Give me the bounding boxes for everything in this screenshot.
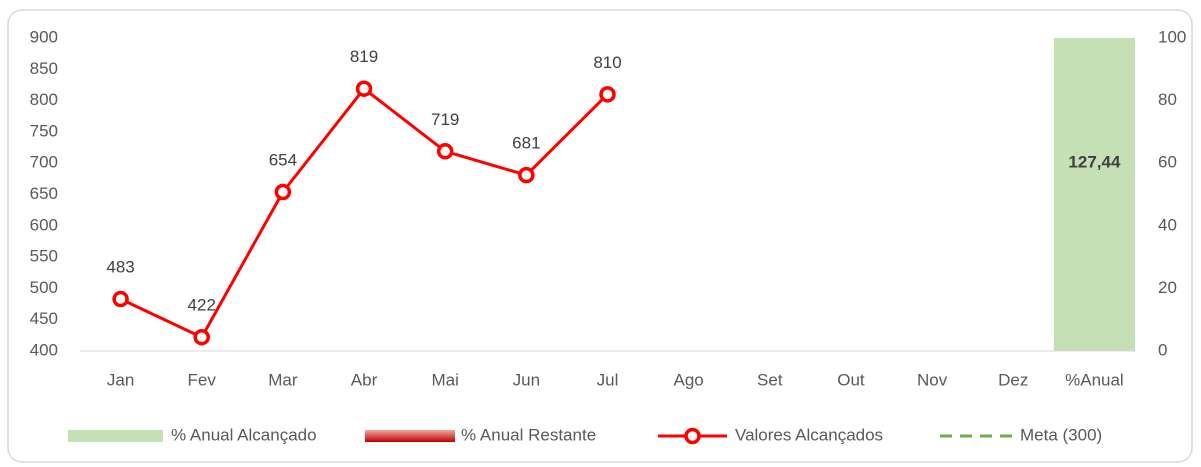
- y-tick-label: 850: [30, 59, 58, 78]
- marker: [112, 290, 129, 308]
- y-tick-label: 700: [30, 153, 58, 172]
- x-tick-label: Ago: [674, 370, 704, 389]
- y2-tick-label: 20: [1158, 278, 1177, 297]
- data-label: 719: [431, 110, 459, 129]
- x-tick-label: Fev: [188, 370, 217, 389]
- x-tick-label: Out: [837, 370, 865, 389]
- y2-tick-label: 100: [1158, 27, 1186, 46]
- y2-tick-label: 40: [1158, 215, 1177, 234]
- chart-border: [7, 9, 1193, 463]
- marker: [599, 86, 616, 103]
- x-tick-label: Dez: [998, 370, 1028, 389]
- legend-marker: [684, 427, 701, 445]
- legend-swatch: [365, 430, 455, 442]
- y-tick-label: 650: [30, 184, 58, 203]
- marker: [193, 328, 210, 346]
- legend-swatch: [68, 430, 163, 442]
- y2-tick-label: 80: [1158, 90, 1177, 109]
- y2-tick-label: 60: [1158, 153, 1177, 172]
- y-tick-label: 550: [30, 247, 58, 266]
- x-tick-label: Abr: [351, 370, 378, 389]
- y-tick-label: 400: [30, 340, 58, 359]
- y-tick-label: 600: [30, 215, 58, 234]
- x-tick-label: Mar: [268, 370, 298, 389]
- data-label: 483: [106, 258, 134, 277]
- y-tick-label: 450: [30, 309, 58, 328]
- data-label: 819: [350, 47, 378, 66]
- marker: [274, 183, 292, 201]
- y-tick-label: 750: [30, 121, 58, 140]
- x-tick-label: Nov: [917, 370, 948, 389]
- bar: [1053, 38, 1135, 352]
- marker: [518, 166, 535, 184]
- legend-label: % Anual Alcançado: [171, 425, 317, 444]
- legend-label: Meta (300): [1020, 425, 1102, 444]
- data-label: 810: [593, 53, 621, 72]
- x-tick-label: Jul: [597, 370, 619, 389]
- marker: [355, 80, 373, 97]
- y-tick-label: 800: [30, 90, 58, 109]
- data-label: 422: [188, 296, 216, 315]
- data-label: 681: [512, 134, 540, 153]
- marker: [436, 143, 454, 160]
- y-tick-label: 900: [30, 27, 58, 46]
- data-label: 127,44: [1068, 152, 1121, 171]
- legend-label: % Anual Restante: [461, 425, 596, 444]
- x-tick-label: Jun: [513, 370, 540, 389]
- x-tick-label: Mai: [431, 370, 458, 389]
- data-label: 654: [269, 150, 297, 169]
- y-tick-label: 500: [30, 278, 58, 297]
- legend-label: Valores Alcançados: [735, 425, 883, 444]
- x-tick-label: %Anual: [1065, 370, 1124, 389]
- y2-tick-label: 0: [1158, 340, 1167, 359]
- x-tick-label: Set: [757, 370, 783, 389]
- x-tick-label: Jan: [107, 370, 134, 389]
